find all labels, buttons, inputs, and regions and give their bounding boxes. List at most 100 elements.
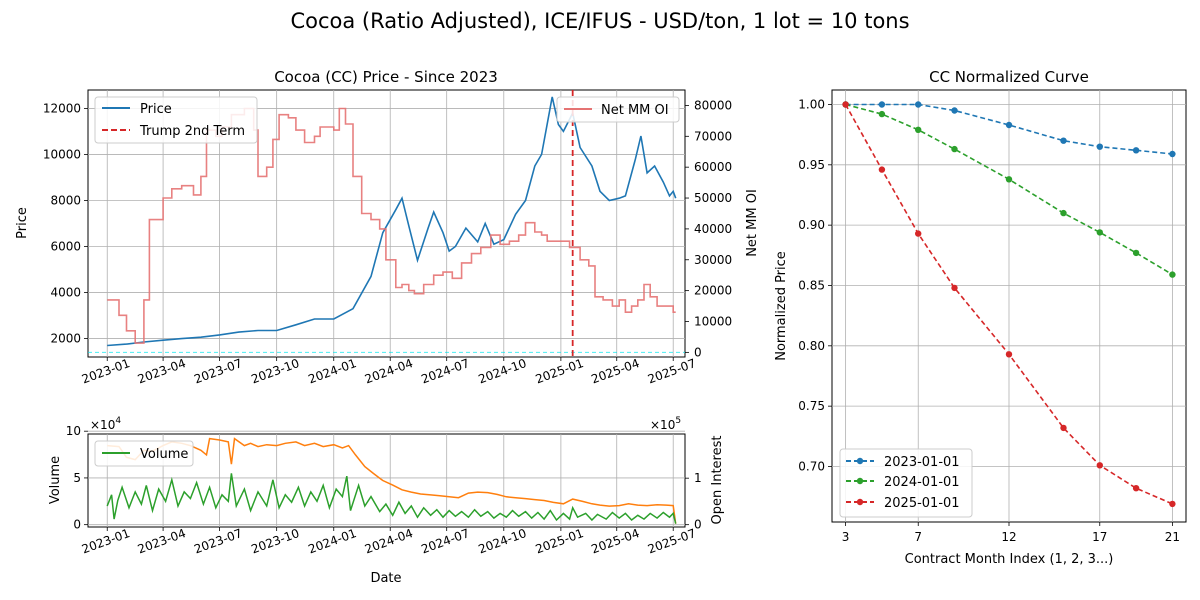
price-y-axis-label: Price [15, 207, 30, 239]
price-x-tick-label: 2024-10 [476, 356, 528, 386]
curve-y-tick-label: 0.75 [798, 399, 825, 413]
curve-y-axis-label: Normalized Price [774, 251, 789, 361]
curve-y-tick-label: 0.85 [798, 278, 825, 292]
legend-price-label: Price [140, 102, 172, 117]
curve-y-tick-label: 1.00 [798, 97, 825, 111]
open-interest-line [107, 437, 677, 524]
curve-point-2023 [1060, 137, 1067, 144]
price-legend-right-box [556, 96, 680, 123]
curve-point-2024 [878, 110, 886, 118]
price-y2-tick-label: 60000 [694, 160, 732, 174]
curve-point-2025 [1169, 500, 1176, 508]
curve-point-2024 [951, 145, 958, 153]
price-x-tick-label: 2025-07 [646, 356, 698, 386]
price-x-tick-label: 2024-01 [306, 356, 358, 386]
curve-legend: 2023-01-01 2024-01-01 2025-01-01 [839, 448, 973, 518]
curve-x-tick-label: 7 [914, 530, 922, 544]
volume-x-tick-label: 2025-04 [589, 526, 641, 556]
curve-y-tick-label: 0.95 [798, 158, 825, 172]
volume-x-tick-label: 2023-01 [80, 526, 132, 556]
volume-x-tick-label: 2023-10 [249, 526, 301, 556]
price-y2-tick-label: 20000 [694, 284, 732, 298]
volume-legend: Volume [94, 440, 194, 467]
price-y-tick-label: 4000 [50, 286, 81, 300]
price-y2-tick-label: 40000 [694, 222, 732, 236]
price-x-tick-label: 2023-10 [249, 356, 301, 386]
volume-x-tick-label: 2024-10 [476, 526, 528, 556]
curve-point-2025 [842, 101, 849, 108]
price-y-tick-label: 10000 [43, 147, 81, 161]
curve-point-2025 [878, 166, 886, 173]
price-y-tick-label: 2000 [50, 332, 81, 346]
price-x-tick-label: 2023-07 [192, 356, 244, 386]
price-chart-title: Cocoa (CC) Price - Since 2023 [274, 68, 498, 86]
curve-point-2023 [1132, 147, 1140, 154]
price-y-tick-label: 8000 [50, 193, 81, 207]
price-plot-frame [87, 89, 686, 358]
curve-panel: CC Normalized Curve 3 7 12 17 21 0.70 0.75 0.80… [774, 68, 1187, 567]
volume-x-tick-label: 2024-04 [363, 526, 415, 556]
price-y2-axis-label: Net MM OI [745, 189, 760, 257]
figure-suptitle: Cocoa (Ratio Adjusted), ICE/IFUS - USD/t… [290, 9, 909, 33]
curve-point-2025 [1132, 485, 1140, 492]
curve-x-axis-label: Contract Month Index (1, 2, 3...) [905, 552, 1114, 567]
price-legend-right: Net MM OI [556, 96, 680, 123]
price-y2-tick-label: 10000 [694, 315, 732, 329]
curve-point-2024 [1169, 271, 1176, 278]
curve-point-2025 [951, 284, 958, 292]
volume-y2-tick-label: 0 [694, 518, 702, 532]
price-x-tick-label: 2023-04 [136, 356, 188, 386]
curve-plot-area: 3 7 12 17 21 0.70 0.75 0.80 0.85 0.90 0.95 1.00 [798, 90, 1186, 544]
price-y-tick-label: 6000 [50, 240, 81, 254]
volume-y-tick-label: 10 [66, 424, 81, 438]
price-legend-left: Price Trump 2nd Term [94, 96, 258, 144]
curve-x-tick-label: 3 [842, 530, 850, 544]
curve-point-2024 [1132, 249, 1140, 257]
price-y2-tick-label: 50000 [694, 191, 732, 205]
volume-y-axis-label: Volume [48, 456, 63, 504]
curve-point-2023 [1005, 121, 1013, 129]
legend-netmm-label: Net MM OI [601, 103, 669, 118]
volume-x-tick-label: 2023-04 [136, 526, 188, 556]
price-x-tick-label: 2025-04 [589, 356, 641, 386]
volume-x-tick-label: 2025-01 [534, 526, 586, 556]
volume-x-tick-label: 2024-07 [419, 526, 471, 556]
legend-2023-marker [856, 457, 864, 465]
volume-y-offset: ×104 [90, 416, 121, 432]
curve-point-2024 [1005, 176, 1013, 183]
volume-y2-tick-label: 1 [694, 471, 702, 485]
price-y2-tick-label: 80000 [694, 98, 732, 112]
price-y2-tick-label: 30000 [694, 253, 732, 267]
price-y2-tick-label: 0 [694, 345, 702, 359]
volume-x-tick-label: 2025-07 [646, 526, 698, 556]
net-mm-oi-line [107, 107, 676, 344]
volume-y-tick-label: 0 [73, 518, 81, 532]
volume-y2-offset: ×105 [650, 416, 681, 432]
curve-chart-title: CC Normalized Curve [929, 68, 1089, 86]
price-x-tick-label: 2024-07 [419, 356, 471, 386]
price-x-tick-label: 2024-04 [363, 356, 415, 386]
curve-point-2024 [1096, 229, 1104, 236]
price-x-tick-label: 2025-01 [534, 356, 586, 386]
legend-volume-label: Volume [140, 447, 188, 462]
curve-point-2023 [1096, 143, 1104, 150]
curve-point-2023 [878, 101, 886, 108]
curve-y-tick-label: 0.90 [798, 218, 825, 232]
curve-point-2025 [915, 230, 922, 237]
curve-point-2023 [951, 107, 958, 114]
volume-line [106, 473, 677, 524]
curve-point-2023 [1169, 150, 1176, 158]
curve-x-tick-label: 21 [1165, 530, 1180, 544]
legend-2024-marker [856, 477, 864, 485]
curve-point-2025 [1096, 462, 1104, 469]
price-y2-tick-label: 70000 [694, 129, 732, 143]
volume-y-tick-label: 5 [73, 471, 81, 485]
volume-y2-axis-label: Open Interest [710, 436, 725, 525]
curve-legend-box [839, 448, 973, 518]
curve-point-2025 [1060, 424, 1067, 432]
volume-x-tick-label: 2023-07 [192, 526, 244, 556]
curve-y-tick-label: 0.70 [798, 459, 825, 473]
volume-x-axis-label: Date [370, 571, 401, 586]
price-legend-left-box [94, 96, 258, 144]
